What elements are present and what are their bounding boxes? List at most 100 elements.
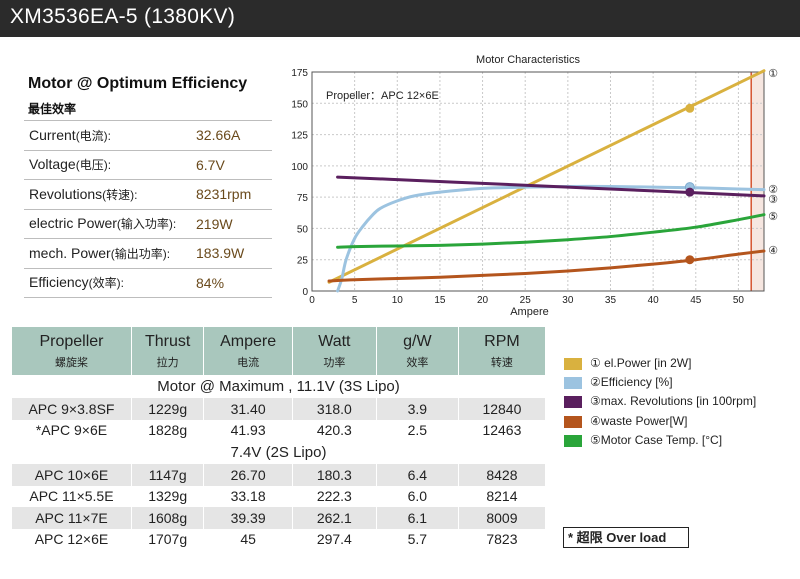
column-header-en: Ampere <box>220 332 277 350</box>
series-end-label: ① <box>768 67 778 80</box>
y-tick-label: 75 <box>297 193 309 204</box>
series-end-label: ⑤ <box>768 210 778 223</box>
optimum-row: Current(电流): 32.66A <box>24 120 272 151</box>
x-tick-label: 25 <box>520 295 532 306</box>
column-header-en: Watt <box>318 332 351 350</box>
optimum-row: Efficiency(效率): 84% <box>24 268 272 298</box>
legend-label: ⑤Motor Case Temp. [°C] <box>590 432 723 447</box>
optimum-label-cn: (输入功率): <box>116 217 177 232</box>
column-header-en: g/W <box>403 332 432 350</box>
legend-label: ① el.Power [in 2W] <box>590 356 692 370</box>
table-cell: APC 10×6E <box>12 464 132 486</box>
table-cell: 2.5 <box>376 419 459 441</box>
title-bar: XM3536EA-5 (1380KV) <box>0 0 800 37</box>
optimum-row: electric Power(输入功率): 219W <box>24 209 272 239</box>
table-section-row: 7.4V (2S Lipo) <box>12 441 545 464</box>
legend-swatch <box>564 415 582 428</box>
table-cell: *APC 9×6E <box>12 419 132 441</box>
plot-frame <box>311 71 765 292</box>
overload-zone <box>751 72 764 291</box>
optimum-label: mech. Power(输出功率): <box>24 238 196 269</box>
propeller-table: Propeller 螺旋桨 Thrust 拉力 Ampere 电流 Watt 功率 g/W 效率 R… <box>12 327 545 550</box>
optimum-label-en: electric Power <box>29 215 117 232</box>
table-cell: 45 <box>203 528 293 550</box>
table-cell: 1608g <box>131 507 205 529</box>
column-header-cn: 效率 <box>406 356 429 369</box>
optimum-table: Current(电流): 32.66A Voltage(电压): 6.7V Revolu… <box>24 120 272 298</box>
series-marker-3 <box>685 187 695 197</box>
legend-swatch <box>564 434 582 447</box>
optimum-label: Revolutions(转速): <box>24 179 196 210</box>
x-tick-label: 0 <box>309 295 315 306</box>
optimum-value: 219W <box>196 209 272 239</box>
table-cell: 1828g <box>131 419 205 441</box>
table-row: APC 9×3.8SF 1229g 31.40 318.0 3.9 12840 <box>12 398 545 420</box>
optimum-row: Voltage(电压): 6.7V <box>24 150 272 180</box>
x-tick-label: 5 <box>352 295 358 306</box>
table-cell: 222.3 <box>292 485 377 507</box>
optimum-value: 183.9W <box>196 238 272 269</box>
table-cell: 420.3 <box>292 419 377 441</box>
table-section-row: Motor @ Maximum , 11.1V (3S Lipo) <box>12 375 545 398</box>
optimum-value: 32.66A <box>196 120 272 151</box>
x-tick-label: 35 <box>605 295 617 306</box>
column-header: Propeller 螺旋桨 <box>12 327 132 375</box>
optimum-label-cn: (效率): <box>88 276 124 291</box>
column-header-cn: 拉力 <box>156 356 179 369</box>
x-axis-label: Ampere <box>510 306 549 318</box>
table-cell: 6.4 <box>376 464 459 486</box>
legend-label: ③max. Revolutions [in 100rpm] <box>590 394 757 409</box>
y-tick-label: 25 <box>297 256 309 267</box>
table-row: *APC 9×6E 1828g 41.93 420.3 2.5 12463 <box>12 419 545 441</box>
page-title: XM3536EA-5 (1380KV) <box>10 5 236 28</box>
table-row: APC 11×5.5E 1329g 33.18 222.3 6.0 8214 <box>12 485 545 507</box>
y-tick-label: 0 <box>302 287 308 298</box>
optimum-label: Efficiency(效率): <box>24 268 196 298</box>
series-end-label: ③ <box>768 193 778 206</box>
table-cell: 8214 <box>458 485 545 507</box>
legend-swatch <box>564 377 582 390</box>
table-row: APC 12×6E 1707g 45 297.4 5.7 7823 <box>12 528 545 550</box>
series-line-3 <box>336 175 766 198</box>
column-header: g/W 效率 <box>376 327 459 375</box>
optimum-label: Current(电流): <box>24 120 196 151</box>
column-header-en: RPM <box>484 332 520 350</box>
series-marker-1 <box>685 103 695 113</box>
table-section-title: Motor @ Maximum , 11.1V (3S Lipo) <box>12 375 545 398</box>
column-header-cn: 螺旋桨 <box>54 356 88 369</box>
legend-swatch <box>564 396 582 409</box>
overload-text: Over load <box>606 530 667 545</box>
column-header-cn: 转速 <box>490 356 513 369</box>
table-cell: 318.0 <box>292 398 377 420</box>
table-cell: APC 11×5.5E <box>12 485 132 507</box>
column-header: Thrust 拉力 <box>131 327 205 375</box>
optimum-value: 8231rpm <box>196 179 272 210</box>
table-row: APC 11×7E 1608g 39.39 262.1 6.1 8009 <box>12 507 545 529</box>
series-line-1 <box>327 69 766 284</box>
table-cell: 12840 <box>458 398 545 420</box>
y-tick-label: 150 <box>291 99 308 110</box>
optimum-label: Voltage(电压): <box>24 150 196 180</box>
optimum-label-cn: (转速): <box>102 187 138 202</box>
optimum-label-en: Efficiency <box>29 274 89 291</box>
overload-prefix: * 超限 <box>568 530 603 545</box>
x-tick-label: 30 <box>562 295 574 306</box>
optimum-value: 84% <box>196 268 272 298</box>
table-cell: 6.1 <box>376 507 459 529</box>
y-tick-label: 100 <box>291 162 308 173</box>
series-line-4 <box>327 249 766 283</box>
x-tick-label: 45 <box>690 295 702 306</box>
table-cell: 1707g <box>131 528 205 550</box>
optimum-label: electric Power(输入功率): <box>24 209 196 239</box>
chart-title: Motor Characteristics <box>476 54 580 66</box>
x-tick-label: 50 <box>733 295 745 306</box>
table-cell: 180.3 <box>292 464 377 486</box>
table-cell: 6.0 <box>376 485 459 507</box>
table-cell: 26.70 <box>203 464 293 486</box>
table-cell: 8009 <box>458 507 545 529</box>
table-cell: 1229g <box>131 398 205 420</box>
table-cell: 5.7 <box>376 528 459 550</box>
series-line-5 <box>336 213 766 249</box>
table-cell: 262.1 <box>292 507 377 529</box>
